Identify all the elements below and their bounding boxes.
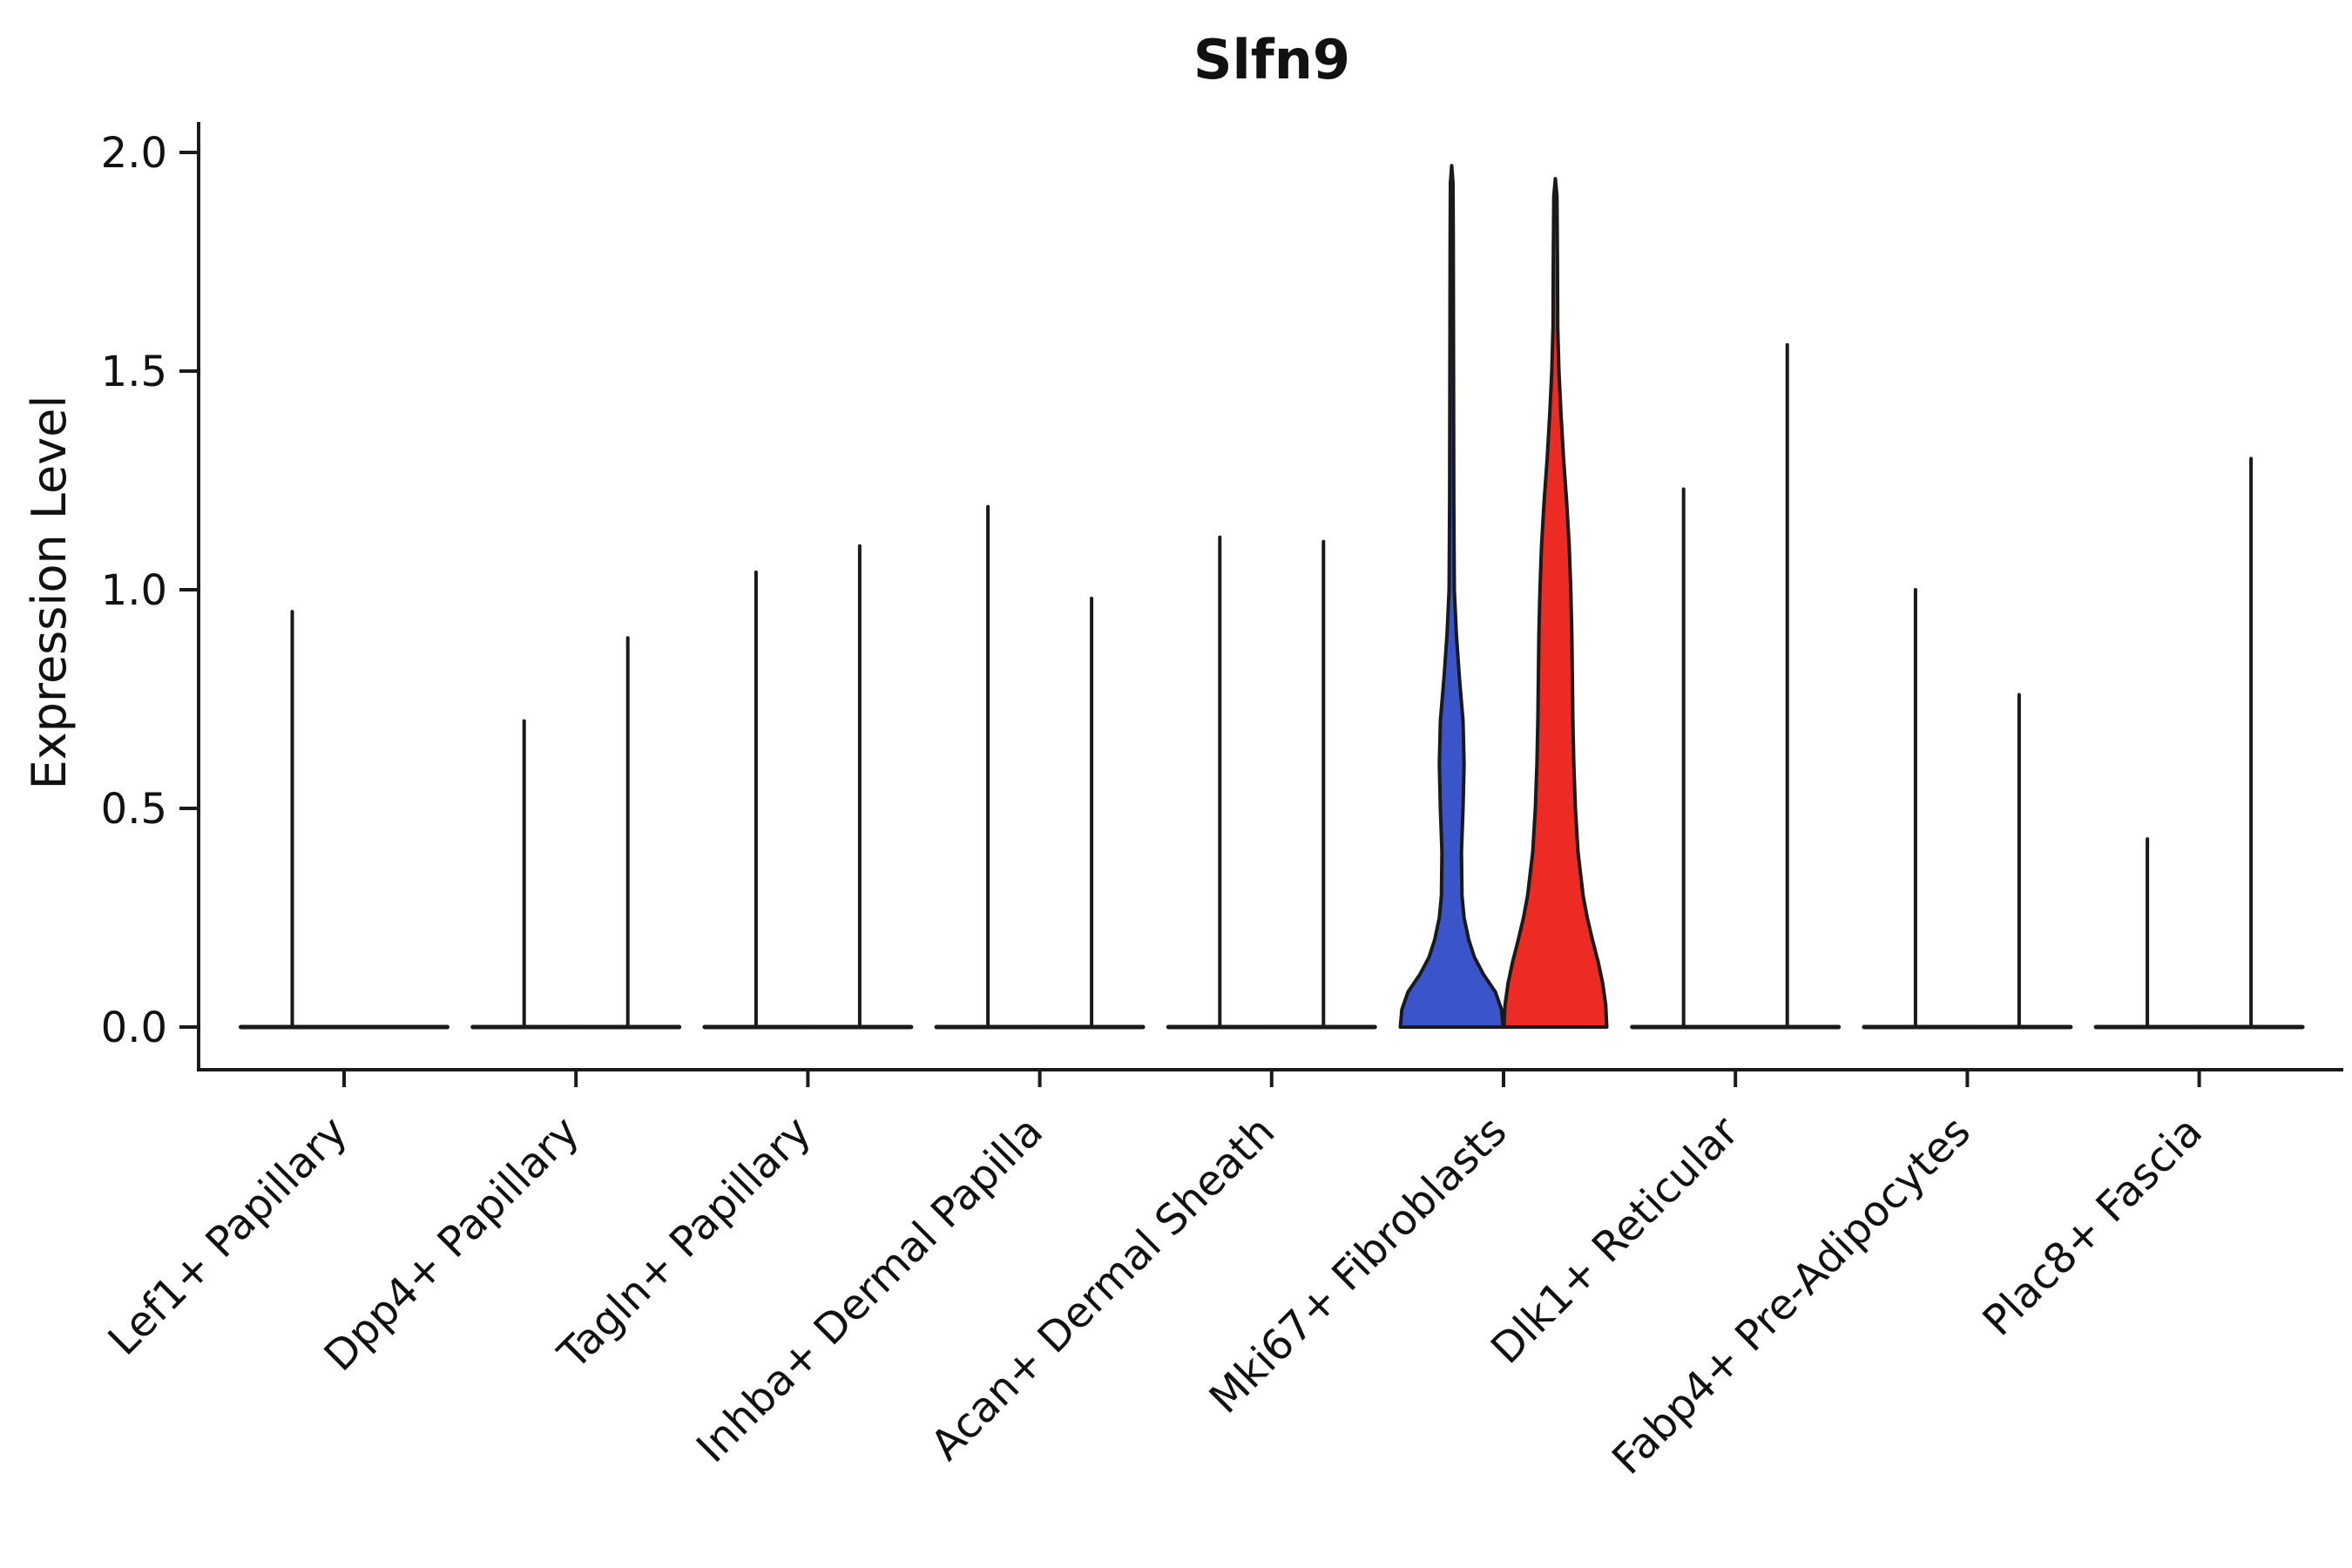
axis-spines <box>197 122 2343 1071</box>
y-tick-label: 1.5 <box>101 348 167 396</box>
x-tick-label: Dlk1+ Reticular <box>1482 1107 1748 1374</box>
y-tick-labels: 0.0 0.5 1.0 1.5 2.0 <box>101 129 167 1052</box>
x-tick-label: Dpp4+ Papillary <box>315 1107 589 1381</box>
y-tick-label: 1.0 <box>101 566 167 615</box>
violin-mki67-fibroblasts-red <box>1502 177 1609 1029</box>
x-tick-label: Plac8+ Fascia <box>1974 1107 2213 1346</box>
violin-mki67-fibroblasts-blue <box>1398 164 1505 1029</box>
violins <box>239 164 2305 1030</box>
x-tick-label: Tagln+ Papillary <box>549 1107 821 1379</box>
chart-title: Slfn9 <box>1193 28 1350 91</box>
axes <box>179 122 2343 1087</box>
y-tick-label: 0.0 <box>101 1004 167 1052</box>
y-axis-label: Expression Level <box>22 395 77 790</box>
y-tick-label: 2.0 <box>101 129 167 178</box>
x-tick-label: Lef1+ Papillary <box>99 1107 357 1365</box>
y-tick-label: 0.5 <box>101 785 167 834</box>
